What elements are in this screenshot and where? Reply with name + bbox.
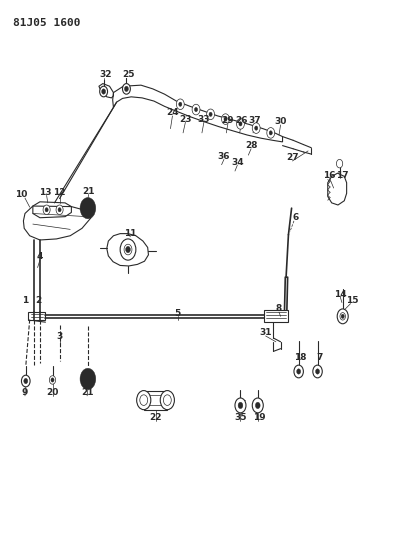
Circle shape — [294, 365, 303, 378]
Circle shape — [176, 99, 184, 110]
Circle shape — [337, 309, 348, 324]
Circle shape — [341, 314, 344, 318]
Text: 28: 28 — [245, 141, 257, 150]
Text: 35: 35 — [234, 413, 247, 422]
Text: 1: 1 — [22, 296, 28, 305]
Circle shape — [340, 313, 345, 320]
Circle shape — [209, 112, 212, 116]
Circle shape — [164, 395, 171, 406]
Circle shape — [51, 378, 54, 382]
Text: 81J05 1600: 81J05 1600 — [13, 18, 81, 28]
Polygon shape — [28, 312, 46, 319]
Circle shape — [192, 104, 200, 115]
Circle shape — [56, 205, 63, 215]
Text: 24: 24 — [166, 108, 179, 117]
Circle shape — [160, 391, 174, 410]
Text: 15: 15 — [346, 296, 358, 305]
Text: 14: 14 — [334, 289, 346, 298]
Text: 33: 33 — [198, 115, 210, 124]
Text: 34: 34 — [231, 158, 244, 166]
Text: 12: 12 — [53, 188, 66, 197]
Text: 21: 21 — [81, 388, 93, 397]
Circle shape — [239, 122, 242, 126]
Circle shape — [43, 205, 50, 215]
Circle shape — [252, 123, 260, 133]
Circle shape — [255, 402, 260, 409]
Circle shape — [235, 398, 246, 413]
Text: 30: 30 — [274, 117, 287, 126]
Circle shape — [50, 376, 56, 384]
Circle shape — [267, 127, 275, 138]
Text: 23: 23 — [179, 115, 192, 124]
Text: 4: 4 — [37, 253, 43, 262]
Text: 2: 2 — [35, 296, 42, 305]
Text: 9: 9 — [22, 388, 28, 397]
Text: 10: 10 — [15, 190, 27, 199]
Text: 26: 26 — [235, 116, 248, 125]
Text: 7: 7 — [316, 353, 322, 362]
Text: 11: 11 — [124, 229, 137, 238]
Text: 18: 18 — [294, 353, 307, 362]
Text: 16: 16 — [324, 171, 336, 180]
Circle shape — [102, 89, 106, 94]
Circle shape — [337, 159, 343, 168]
Circle shape — [21, 375, 30, 387]
Circle shape — [207, 109, 215, 119]
Circle shape — [252, 398, 263, 413]
Text: 29: 29 — [222, 116, 234, 125]
Circle shape — [137, 391, 151, 410]
Text: 19: 19 — [253, 413, 265, 422]
Text: 22: 22 — [149, 413, 162, 422]
Circle shape — [124, 86, 128, 92]
Circle shape — [255, 126, 258, 130]
Circle shape — [297, 369, 301, 374]
Text: 21: 21 — [82, 187, 95, 196]
Circle shape — [124, 244, 132, 255]
Circle shape — [179, 102, 182, 107]
Text: 5: 5 — [174, 309, 181, 318]
Text: 17: 17 — [335, 171, 348, 180]
Circle shape — [58, 208, 61, 212]
Circle shape — [224, 117, 227, 121]
Text: 8: 8 — [276, 304, 282, 313]
Circle shape — [80, 368, 96, 390]
Circle shape — [238, 402, 243, 409]
Circle shape — [316, 369, 320, 374]
Circle shape — [222, 114, 229, 124]
Circle shape — [122, 84, 130, 94]
Circle shape — [24, 378, 28, 384]
Text: 25: 25 — [122, 70, 134, 79]
Text: 27: 27 — [286, 154, 299, 163]
Circle shape — [120, 239, 136, 260]
Circle shape — [126, 246, 130, 253]
Text: 13: 13 — [39, 188, 52, 197]
Polygon shape — [264, 310, 287, 322]
Circle shape — [45, 208, 48, 212]
Circle shape — [100, 86, 108, 97]
Text: 36: 36 — [218, 152, 230, 161]
Text: 3: 3 — [57, 332, 63, 341]
Text: 20: 20 — [46, 388, 59, 397]
Text: 31: 31 — [259, 328, 272, 337]
Circle shape — [80, 198, 96, 219]
Text: 6: 6 — [292, 213, 299, 222]
Text: 32: 32 — [99, 70, 112, 79]
Circle shape — [313, 365, 322, 378]
Circle shape — [194, 108, 198, 112]
Circle shape — [236, 118, 244, 129]
Circle shape — [269, 131, 272, 135]
Circle shape — [140, 395, 148, 406]
Text: 37: 37 — [248, 116, 261, 125]
